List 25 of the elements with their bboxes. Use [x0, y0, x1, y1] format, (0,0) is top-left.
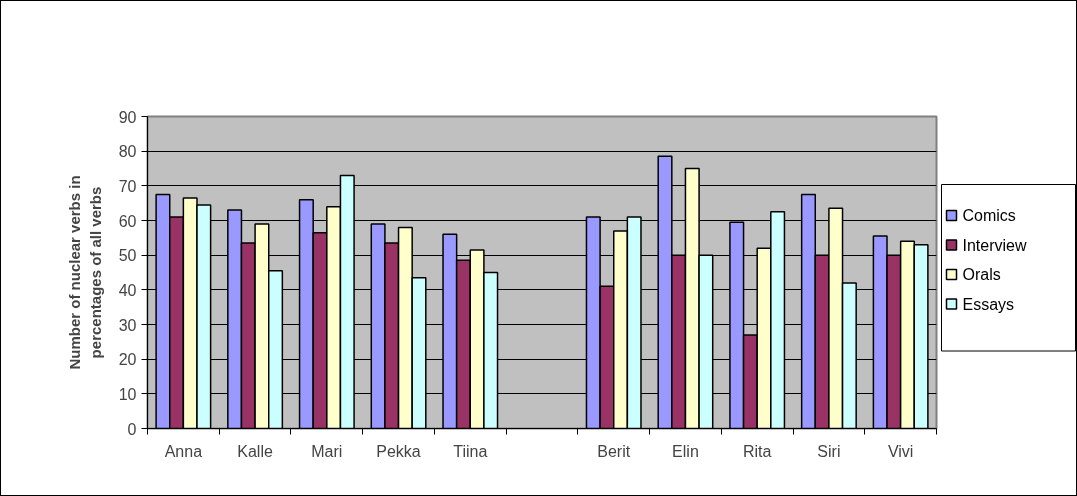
legend-label: Orals: [962, 266, 1001, 283]
legend-label: Comics: [962, 207, 1016, 224]
x-tick-label: Pekka: [376, 442, 421, 460]
y-tick-label: 80: [118, 143, 137, 161]
x-tick-label: Mari: [311, 442, 343, 460]
y-tick-label: 40: [118, 281, 137, 299]
y-axis-title: Number of nuclear verbs in percentages of all verbs: [66, 175, 104, 370]
y-tick-label: 50: [118, 247, 137, 265]
y-tick-label: 70: [118, 177, 137, 195]
x-tick-label: Anna: [164, 442, 203, 460]
x-tick-label: Kalle: [237, 442, 273, 460]
y-tick-label: 0: [127, 420, 137, 438]
x-tick-label: Berit: [597, 442, 631, 460]
x-tick-label: Elin: [672, 442, 699, 460]
legend-label: Interview: [962, 236, 1027, 254]
y-tick-label: 30: [118, 316, 137, 334]
x-tick-label: Rita: [742, 442, 772, 460]
y-tick-label: 20: [118, 351, 137, 369]
legend-label: Essays: [962, 295, 1015, 313]
x-tick-label: Siri: [817, 442, 841, 460]
y-tick-label: 60: [118, 212, 137, 230]
y-tick-label: 10: [118, 385, 137, 403]
x-tick-label: Vivi: [887, 442, 914, 460]
y-tick-label: 90: [118, 108, 137, 126]
x-tick-label: Tiina: [453, 442, 488, 460]
